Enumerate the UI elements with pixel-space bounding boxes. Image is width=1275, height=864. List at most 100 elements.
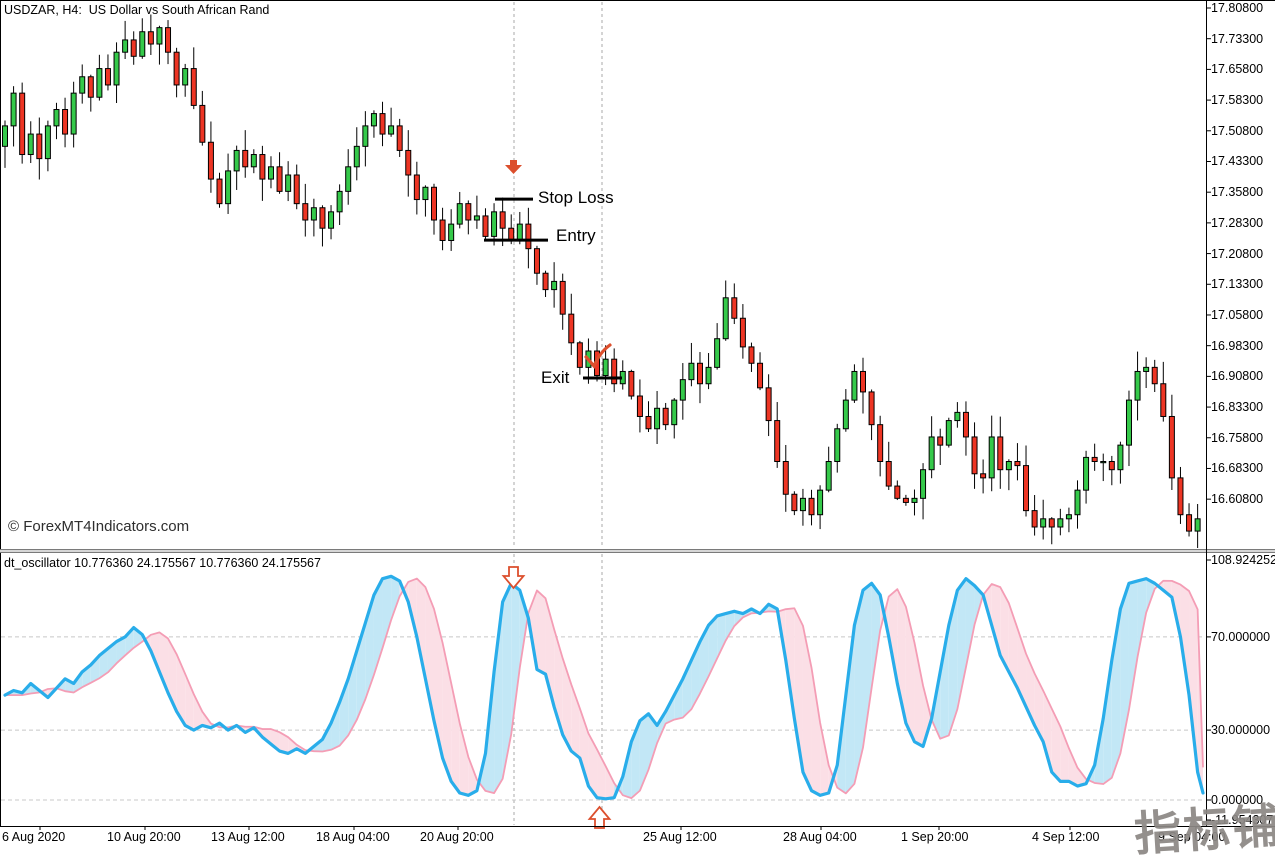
candle-body bbox=[87, 76, 94, 98]
candle-body bbox=[491, 211, 498, 237]
candle-body bbox=[791, 493, 798, 512]
candle-body bbox=[1065, 514, 1072, 520]
candle-body bbox=[225, 170, 232, 205]
osc-pink-line bbox=[5, 577, 1204, 800]
osc-fill bbox=[820, 722, 829, 796]
osc-fill bbox=[940, 625, 949, 739]
osc-fill bbox=[1077, 767, 1087, 787]
osc-fill bbox=[1180, 584, 1190, 696]
candle-body bbox=[250, 154, 257, 168]
candle-body bbox=[259, 154, 266, 180]
candle-body bbox=[96, 68, 103, 98]
candle-body bbox=[353, 145, 360, 168]
candle-body bbox=[113, 51, 120, 86]
time-axis-label: 13 Aug 12:00 bbox=[211, 830, 285, 844]
candle-body bbox=[877, 424, 884, 463]
candle-body bbox=[714, 338, 721, 368]
price-panel bbox=[2, 2, 1201, 548]
candle-body bbox=[267, 166, 274, 180]
candle-body bbox=[130, 39, 137, 57]
osc-fill bbox=[905, 606, 915, 742]
candle-body bbox=[182, 68, 189, 86]
osc-axis-label: 0.000000 bbox=[1211, 793, 1264, 807]
osc-fill bbox=[511, 583, 520, 735]
candle-body bbox=[817, 489, 824, 516]
exit-label: Exit bbox=[541, 368, 570, 387]
osc-fill bbox=[1163, 580, 1172, 598]
candle-body bbox=[1168, 415, 1175, 479]
time-axis-label: 20 Aug 20:00 bbox=[420, 830, 494, 844]
sell-arrow-icon bbox=[505, 160, 522, 174]
candle-body bbox=[465, 203, 472, 221]
price-axis-label: 16.90800 bbox=[1211, 369, 1264, 384]
price-axis-label: 17.80800 bbox=[1211, 1, 1264, 15]
candle-body bbox=[448, 223, 455, 241]
osc-fill bbox=[125, 627, 134, 656]
candle-body bbox=[207, 141, 214, 180]
time-axis-label: 25 Aug 12:00 bbox=[643, 830, 717, 844]
osc-buy-arrow-icon bbox=[587, 805, 612, 829]
price-axis-label: 16.75800 bbox=[1211, 430, 1264, 445]
candle-body bbox=[422, 186, 429, 201]
candle-body bbox=[10, 92, 17, 127]
osc-fill bbox=[914, 642, 924, 747]
price-axis-label: 17.13300 bbox=[1211, 277, 1264, 292]
osc-fill bbox=[785, 608, 795, 719]
price-axis-label: 16.60800 bbox=[1211, 492, 1264, 507]
candle-body bbox=[156, 27, 163, 45]
candle-body bbox=[1083, 456, 1090, 491]
candle-body bbox=[757, 362, 764, 389]
candle-body bbox=[516, 223, 523, 241]
candle-body bbox=[825, 461, 832, 491]
candle-body bbox=[551, 280, 558, 291]
candle-body bbox=[1117, 444, 1124, 471]
price-axis-label: 16.83300 bbox=[1211, 400, 1264, 415]
time-axis-label: 9 Sep 04:00 bbox=[1158, 830, 1226, 844]
candle-body bbox=[122, 39, 129, 53]
candle-body bbox=[199, 104, 206, 143]
candle-body bbox=[173, 51, 180, 86]
copyright-watermark: © ForexMT4Indicators.com bbox=[8, 518, 190, 535]
candle-body bbox=[799, 497, 806, 512]
candle-body bbox=[842, 399, 849, 430]
osc-fill bbox=[459, 723, 469, 796]
osc-blue-line bbox=[3, 574, 1205, 801]
candle-body bbox=[302, 203, 309, 221]
candle-body bbox=[902, 497, 909, 503]
osc-fill bbox=[168, 638, 177, 712]
candle-body bbox=[139, 31, 146, 57]
candle-body bbox=[242, 149, 249, 168]
price-axis-label: 17.20800 bbox=[1211, 246, 1264, 261]
candle-body bbox=[997, 436, 1004, 471]
osc-fill bbox=[923, 685, 932, 747]
candle-body bbox=[370, 113, 377, 127]
osc-fill bbox=[185, 673, 194, 731]
price-axis-label: 17.28300 bbox=[1211, 215, 1264, 230]
osc-fill bbox=[802, 625, 812, 791]
candle-body bbox=[628, 370, 635, 397]
candle-body bbox=[1108, 461, 1115, 471]
candle-body bbox=[1177, 477, 1184, 516]
candle-body bbox=[636, 395, 643, 417]
entry-label: Entry bbox=[556, 226, 596, 245]
osc-fill bbox=[442, 642, 452, 782]
candle-body bbox=[748, 346, 755, 364]
candle-body bbox=[388, 125, 395, 135]
candle-body bbox=[525, 223, 532, 250]
candle-body bbox=[310, 207, 317, 221]
candle-body bbox=[611, 358, 618, 385]
candle-body bbox=[954, 411, 961, 422]
candle-body bbox=[19, 92, 26, 156]
candle-body bbox=[705, 366, 712, 385]
candle-body bbox=[911, 497, 918, 503]
candle-body bbox=[937, 436, 944, 446]
time-axis-label: 6 Aug 2020 bbox=[2, 830, 66, 844]
candle-body bbox=[1005, 461, 1012, 471]
candle-body bbox=[233, 149, 240, 172]
osc-fill bbox=[588, 733, 598, 798]
osc-fill bbox=[1137, 578, 1147, 657]
osc-fill bbox=[1128, 580, 1138, 710]
candle-body bbox=[834, 428, 841, 463]
candle-body bbox=[1125, 399, 1132, 446]
